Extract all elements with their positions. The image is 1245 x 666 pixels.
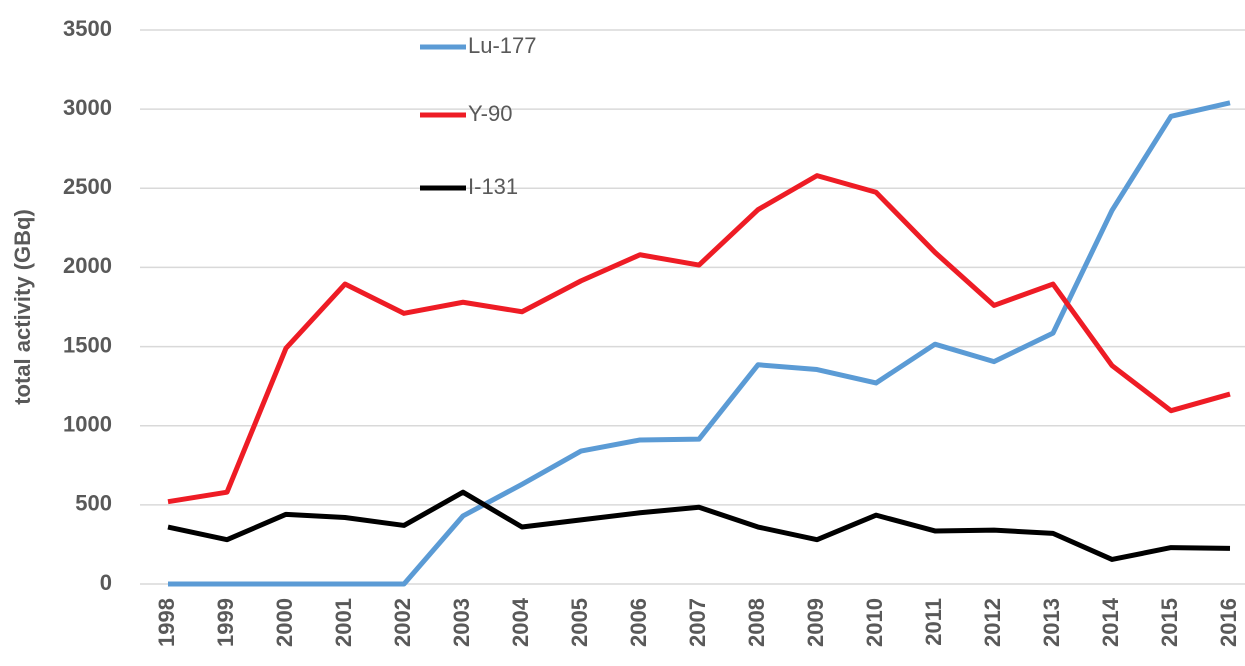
x-tick-label: 2009 bbox=[803, 598, 828, 647]
y-tick-label: 3500 bbox=[63, 16, 112, 41]
x-tick-label: 2015 bbox=[1157, 598, 1182, 647]
data-line bbox=[168, 100, 1231, 587]
legend-label: Y-90 bbox=[468, 101, 512, 126]
y-tick-label: 3000 bbox=[63, 95, 112, 120]
x-tick-label: 2001 bbox=[331, 598, 356, 647]
x-tick-label: 1999 bbox=[213, 598, 238, 647]
y-tick-label: 2000 bbox=[63, 253, 112, 278]
x-tick-label: 2006 bbox=[626, 598, 651, 647]
x-tick-label: 2013 bbox=[1039, 598, 1064, 647]
x-tick-label: 2008 bbox=[744, 598, 769, 647]
x-tick-label: 2005 bbox=[567, 598, 592, 647]
x-tick-label: 2002 bbox=[390, 598, 415, 647]
x-tick-label: 2012 bbox=[980, 598, 1005, 647]
x-tick-label: 2016 bbox=[1216, 598, 1241, 647]
x-tick-label: 1998 bbox=[154, 598, 179, 647]
y-axis-title: total activity (GBq) bbox=[10, 209, 35, 405]
data-line bbox=[167, 173, 1231, 505]
y-tick-label: 1000 bbox=[63, 412, 112, 437]
x-tick-label: 2004 bbox=[508, 597, 533, 647]
x-tick-label: 2007 bbox=[685, 598, 710, 647]
y-tick-label: 500 bbox=[75, 491, 112, 516]
x-tick-label: 2011 bbox=[921, 598, 946, 646]
x-tick-label: 2000 bbox=[272, 598, 297, 647]
y-tick-label: 2500 bbox=[63, 174, 112, 199]
x-tick-label: 2010 bbox=[862, 598, 887, 647]
data-line bbox=[167, 489, 1231, 562]
x-tick-label: 2003 bbox=[449, 598, 474, 647]
x-tick-label: 2014 bbox=[1098, 597, 1123, 647]
y-tick-label: 1500 bbox=[63, 332, 112, 357]
legend-label: Lu-177 bbox=[468, 33, 537, 58]
legend-label: I-131 bbox=[468, 174, 518, 199]
y-tick-label: 0 bbox=[100, 570, 112, 595]
